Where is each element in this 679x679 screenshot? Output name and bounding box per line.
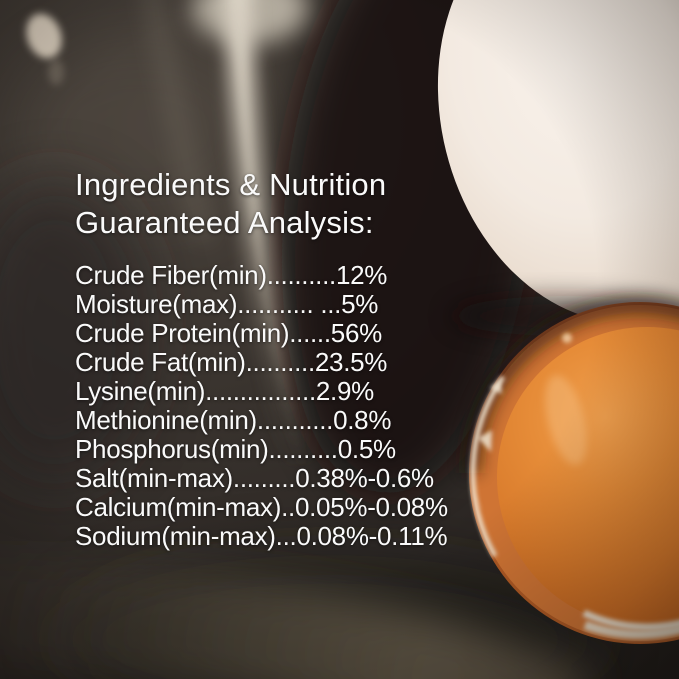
dot-leader: .......... bbox=[245, 347, 316, 377]
dot-leader: ......... bbox=[232, 463, 296, 493]
nutrient-label: Calcium(min-max) bbox=[75, 492, 282, 522]
analysis-row: Salt(min-max).........0.38%-0.6% bbox=[75, 464, 448, 493]
dot-leader: ........... bbox=[256, 405, 334, 435]
nutrient-value: 2.9% bbox=[315, 376, 374, 406]
nutrient-label: Moisture(max) bbox=[75, 289, 238, 319]
analysis-row: Crude Fiber(min)..........12% bbox=[75, 261, 448, 290]
analysis-row: Crude Protein(min)......56% bbox=[75, 319, 448, 348]
dot-leader: ................ bbox=[205, 376, 316, 406]
analysis-row: Calcium(min-max)..0.05%-0.08% bbox=[75, 493, 448, 522]
heading: Ingredients & Nutrition Guaranteed Analy… bbox=[75, 166, 448, 242]
nutrient-label: Crude Fiber(min) bbox=[75, 260, 267, 290]
analysis-row: Lysine(min)................2.9% bbox=[75, 377, 448, 406]
nutrient-label: Salt(min-max) bbox=[75, 463, 233, 493]
analysis-row: Crude Fat(min)..........23.5% bbox=[75, 348, 448, 377]
nutrient-label: Methionine(min) bbox=[75, 405, 257, 435]
nutrient-value: 56% bbox=[330, 318, 382, 348]
heading-line-2: Guaranteed Analysis: bbox=[75, 205, 374, 240]
dot-leader: .......... bbox=[268, 434, 338, 464]
dot-leader: ... bbox=[275, 521, 297, 551]
nutrient-value: 0.5% bbox=[337, 434, 396, 464]
nutrient-label: Sodium(min-max) bbox=[75, 521, 276, 551]
nutrient-label: Lysine(min) bbox=[75, 376, 206, 406]
nutrition-panel: Ingredients & Nutrition Guaranteed Analy… bbox=[75, 166, 448, 551]
nutrient-value: 0.05%-0.08% bbox=[294, 492, 448, 522]
analysis-row: Moisture(max)........... ...5% bbox=[75, 290, 448, 319]
nutrient-label: Crude Fat(min) bbox=[75, 347, 246, 377]
dot-leader: ...... bbox=[289, 318, 331, 348]
nutrient-value: 0.8% bbox=[333, 405, 392, 435]
nutrient-value: 12% bbox=[335, 260, 388, 290]
nutrient-value: 5% bbox=[341, 289, 379, 319]
heading-line-1: Ingredients & Nutrition bbox=[75, 167, 387, 202]
guaranteed-analysis-list: Crude Fiber(min)..........12% Moisture(m… bbox=[75, 261, 448, 551]
dot-leader: ........... ... bbox=[237, 289, 342, 319]
nutrient-label: Crude Protein(min) bbox=[75, 318, 290, 348]
nutrient-value: 0.38%-0.6% bbox=[295, 463, 434, 493]
nutrient-label: Phosphorus(min) bbox=[75, 434, 269, 464]
analysis-row: Phosphorus(min)..........0.5% bbox=[75, 435, 448, 464]
dot-leader: .......... bbox=[266, 260, 337, 290]
nutrient-value: 23.5% bbox=[314, 347, 388, 377]
analysis-row: Sodium(min-max)...0.08%-0.11% bbox=[75, 522, 448, 551]
nutrient-value: 0.08%-0.11% bbox=[296, 521, 448, 551]
dot-leader: .. bbox=[281, 492, 295, 522]
analysis-row: Methionine(min)...........0.8% bbox=[75, 406, 448, 435]
